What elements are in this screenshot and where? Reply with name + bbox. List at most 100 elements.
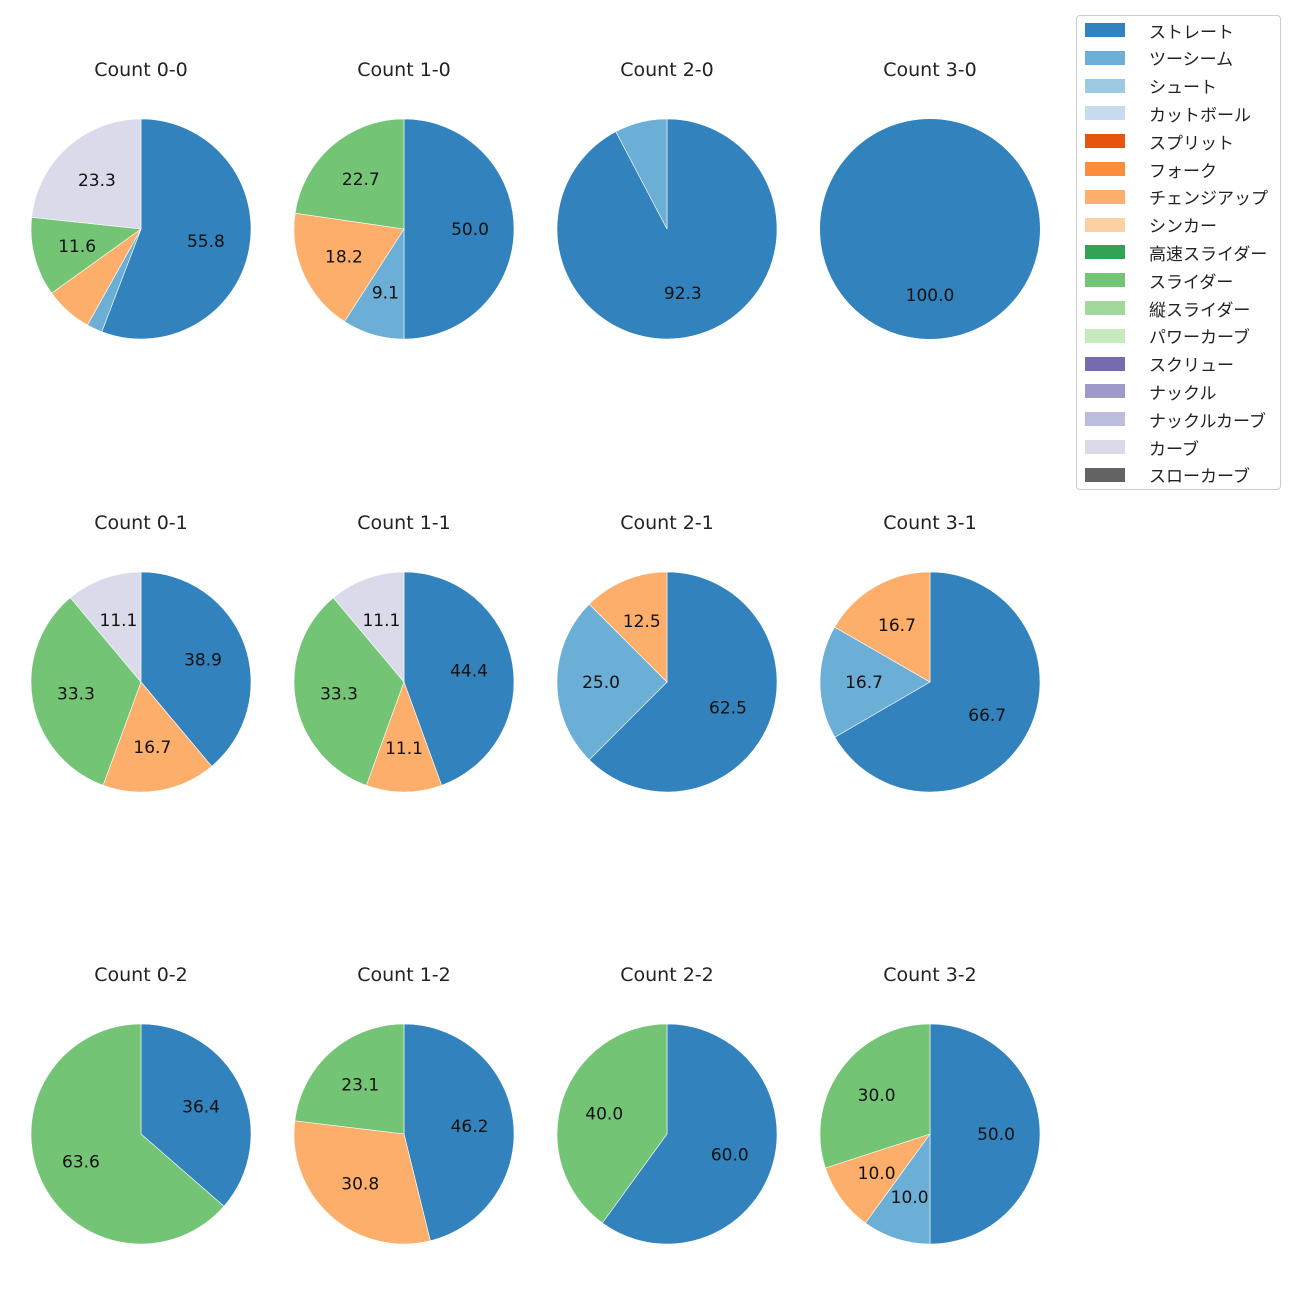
legend-swatch [1085,273,1125,288]
pie-slice [365,681,443,793]
legend-swatch [1085,440,1125,454]
pie-title: Count 2-2 [620,964,714,986]
legend-swatch [1085,134,1125,149]
pie-slice [615,118,668,230]
legend-swatch [1085,162,1125,176]
legend-label: カーブ [1149,439,1199,460]
legend-item: ツーシーム [1085,48,1234,71]
pie-count-1-2: Count 1-2 46.2 30.8 23.1 [293,964,515,1245]
pie-count-2-0: Count 2-0 92.3 [556,59,778,340]
legend-item: スクリュー [1085,354,1234,377]
legend-label: パワーカーブ [1149,328,1250,349]
pie-slice [30,216,142,294]
legend-label: シュート [1149,78,1217,99]
legend-item: スプリット [1085,131,1234,154]
pie-slice [403,1023,515,1242]
legend-item: シュート [1085,76,1217,99]
pie-title: Count 1-2 [357,964,451,986]
slice-label: 10.0 [891,1188,929,1208]
pie-title: Count 3-1 [883,512,977,534]
pie-title: Count 3-0 [883,59,977,81]
pie-title: Count 3-2 [883,964,977,986]
pie-slice [403,571,515,786]
pie-slice [556,1023,668,1224]
pie-count-1-1: Count 1-1 44.4 11.1 33.3 11.1 [293,512,515,793]
pie-slice [30,1023,225,1245]
legend-item: 縦スライダー [1085,298,1250,321]
legend-item: ナックルカーブ [1085,409,1266,432]
pie-slice [293,212,405,322]
legend-swatch [1085,50,1125,65]
slice-label: 11.1 [100,611,138,631]
legend-swatch [1085,412,1125,427]
pie-slice [834,571,1041,793]
pie-slice [403,118,515,340]
slice-label: 11.1 [385,739,423,759]
legend-label: フォーク [1149,161,1217,182]
legend-label: ナックルカーブ [1149,411,1266,432]
pie-title: Count 0-1 [94,512,188,534]
slice-label: 55.8 [187,232,225,252]
legend-item: カットボール [1085,103,1251,126]
slice-label: 63.6 [62,1152,100,1172]
pie-title: Count 2-1 [620,512,714,534]
legend-swatch [1085,189,1125,204]
pie-count-1-0: Count 1-0 50.0 9.1 18.2 22.7 [293,59,515,340]
pie-slice [819,626,931,738]
pie-slice [834,571,931,683]
legend-swatch [1085,78,1125,93]
legend-label: シンカー [1149,217,1217,238]
pie-count-2-1: Count 2-1 62.5 25.0 12.5 [556,512,778,793]
slice-label: 92.3 [664,284,702,304]
legend-label: 高速スライダー [1149,244,1268,265]
legend-label: ナックル [1149,383,1217,404]
legend-item: ナックル [1085,381,1217,404]
legend-item: フォーク [1085,159,1217,182]
pie-count-3-0: Count 3-0 100.0 [820,59,1040,339]
legend-swatch [1085,384,1125,399]
pie-slice [556,603,668,761]
legend-swatch [1085,328,1125,343]
pie-slice [820,119,1040,339]
pie-slice [140,571,252,767]
slice-label: 38.9 [184,650,222,670]
pie-count-3-2: Count 3-2 50.0 10.0 10.0 30.0 [819,964,1041,1245]
slice-label: 11.6 [58,237,96,257]
pie-count-2-2: Count 2-2 60.0 40.0 [556,964,778,1245]
pie-slice [588,571,778,793]
legend-label: スクリュー [1149,356,1234,377]
pie-title: Count 1-1 [357,512,451,534]
legend-swatch [1085,245,1125,260]
legend-item: スローカーブ [1085,465,1250,487]
pie-slice [101,118,252,340]
slice-label: 62.5 [709,698,747,718]
legend-item: カーブ [1085,437,1199,460]
pie-title: Count 0-0 [94,59,188,81]
slice-label: 36.4 [182,1098,220,1118]
legend-label: スライダー [1149,272,1234,293]
legend-item: チェンジアップ [1085,187,1268,210]
legend-label: カットボール [1149,105,1251,126]
legend-swatch [1085,356,1125,371]
pie-count-3-1: Count 3-1 66.7 16.7 16.7 [819,512,1041,793]
slice-label: 23.1 [341,1076,379,1096]
legend-swatch [1085,23,1125,37]
slice-label: 50.0 [977,1125,1015,1145]
pie-slice [31,118,142,230]
slice-label: 22.7 [342,170,380,190]
pie-slice [293,1120,431,1245]
legend-swatch [1085,106,1125,121]
slice-label: 30.8 [341,1174,379,1194]
pie-slice [929,1023,1041,1245]
legend-label: ツーシーム [1149,50,1234,71]
legend-label: チェンジアップ [1149,189,1268,210]
slice-label: 16.7 [845,673,883,693]
pie-slice [69,571,142,683]
pie-slice [102,681,213,793]
pie-slice [294,1023,405,1135]
slice-label: 25.0 [582,673,620,693]
legend-item: パワーカーブ [1085,326,1250,349]
pie-title: Count 1-0 [357,59,451,81]
slice-label: 18.2 [325,247,363,267]
